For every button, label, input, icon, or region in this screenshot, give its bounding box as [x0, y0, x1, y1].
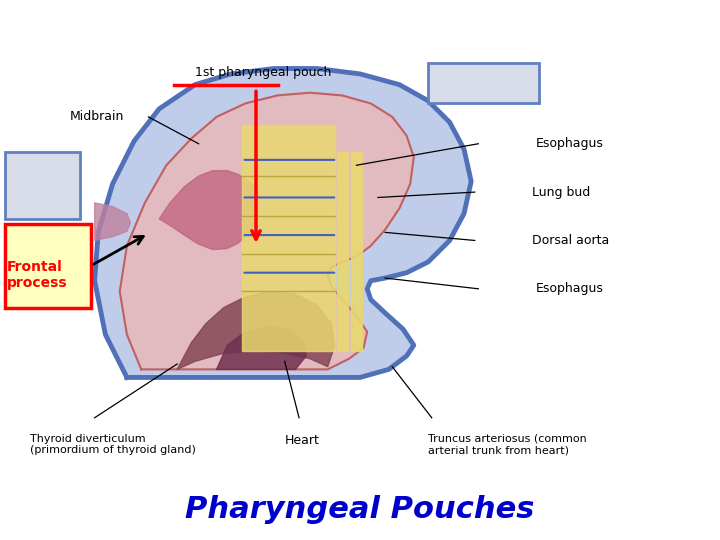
Text: Esophagus: Esophagus [536, 282, 603, 295]
Text: Frontal
process: Frontal process [7, 260, 68, 291]
Text: Thyroid diverticulum
(primordium of thyroid gland): Thyroid diverticulum (primordium of thyr… [30, 434, 196, 455]
Polygon shape [242, 125, 335, 350]
Polygon shape [337, 152, 348, 350]
Bar [5, 152, 81, 219]
Polygon shape [94, 203, 130, 240]
Polygon shape [120, 93, 414, 369]
Text: Midbrain: Midbrain [70, 110, 124, 124]
Text: Esophagus: Esophagus [536, 137, 603, 150]
Text: Dorsal aorta: Dorsal aorta [532, 234, 609, 247]
Text: 1st pharyngeal pouch: 1st pharyngeal pouch [195, 66, 331, 79]
Text: Pharyngeal Pouches: Pharyngeal Pouches [185, 495, 535, 524]
Polygon shape [94, 69, 471, 377]
Polygon shape [351, 152, 362, 350]
Polygon shape [159, 171, 256, 249]
Polygon shape [217, 326, 306, 369]
Polygon shape [177, 292, 335, 369]
Bar [5, 224, 91, 308]
Text: Truncus arteriosus (common
arterial trunk from heart): Truncus arteriosus (common arterial trun… [428, 434, 587, 455]
Text: Lung bud: Lung bud [532, 186, 590, 199]
Bar [428, 63, 539, 104]
Text: Heart: Heart [285, 434, 320, 447]
